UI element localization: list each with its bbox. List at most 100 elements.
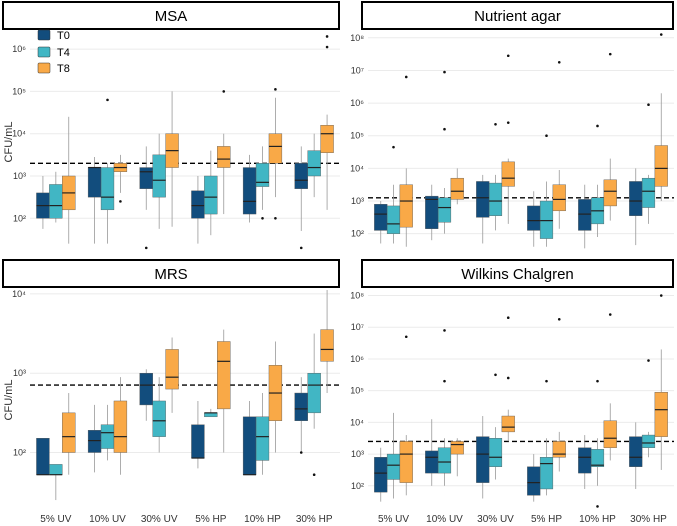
box-t4-2 bbox=[437, 329, 452, 486]
box-t8-3 bbox=[501, 316, 515, 442]
box-body bbox=[450, 441, 464, 455]
box-body bbox=[191, 190, 205, 219]
box-t8-3 bbox=[165, 337, 179, 413]
box-t0-3 bbox=[139, 369, 153, 421]
box-t4-3 bbox=[152, 377, 166, 453]
box-body bbox=[654, 145, 668, 187]
box-t4-1 bbox=[49, 464, 63, 501]
box-body bbox=[255, 416, 270, 461]
y-tick-label: 10⁵ bbox=[12, 86, 26, 96]
outlier-point bbox=[647, 103, 650, 107]
box-t4-6 bbox=[641, 359, 656, 458]
box-t0-1 bbox=[36, 176, 50, 229]
box-body bbox=[603, 179, 617, 207]
box-t0-1 bbox=[36, 438, 50, 476]
box-t8-5 bbox=[268, 341, 283, 453]
x-tick-label: 10% HP bbox=[244, 514, 281, 525]
y-tick-label: 10³ bbox=[351, 449, 364, 459]
box-body bbox=[217, 341, 231, 410]
box-body bbox=[87, 430, 102, 453]
outlier-point bbox=[545, 379, 548, 383]
y-tick-label: 10³ bbox=[13, 171, 26, 181]
box-t8-2 bbox=[113, 377, 128, 475]
y-tick-label: 10⁶ bbox=[12, 44, 26, 54]
box-t0-4 bbox=[527, 454, 541, 502]
box-body bbox=[113, 400, 128, 453]
box-t8-4 bbox=[217, 329, 231, 453]
x-tick-label: 30% HP bbox=[296, 514, 333, 525]
box-body bbox=[36, 438, 50, 475]
box-body bbox=[488, 182, 503, 216]
box-body bbox=[488, 438, 503, 467]
box-t4-2 bbox=[100, 98, 115, 244]
y-axis-label-bottom: CFU/mL bbox=[3, 380, 15, 421]
y-tick-label: 10⁵ bbox=[350, 386, 364, 396]
y-tick-label: 10⁶ bbox=[350, 354, 364, 364]
panel-title-box bbox=[361, 259, 674, 288]
box-t4-4 bbox=[539, 379, 554, 496]
box-t8-1 bbox=[399, 335, 413, 496]
box-t0-5 bbox=[242, 400, 257, 476]
legend-swatch-t4 bbox=[37, 46, 51, 58]
panel-title-box bbox=[2, 1, 340, 30]
box-body bbox=[641, 177, 656, 208]
box-t0-3 bbox=[139, 146, 153, 250]
outlier-point bbox=[506, 316, 510, 320]
box-t8-6 bbox=[320, 35, 334, 210]
outlier-point bbox=[659, 33, 663, 36]
y-tick-label: 10⁴ bbox=[350, 417, 364, 427]
outlier-point bbox=[659, 294, 663, 297]
y-tick-label: 10⁷ bbox=[351, 322, 364, 332]
box-t0-5 bbox=[578, 435, 592, 489]
outlier-point bbox=[119, 200, 122, 203]
legend-label-t4: T4 bbox=[57, 47, 70, 59]
outlier-point bbox=[392, 145, 395, 149]
box-t4-2 bbox=[437, 70, 452, 234]
box-t4-4 bbox=[539, 134, 554, 247]
outlier-point bbox=[545, 134, 548, 138]
box-t0-4 bbox=[191, 176, 205, 244]
box-body bbox=[100, 424, 115, 449]
outlier-point bbox=[596, 379, 599, 383]
box-body bbox=[294, 392, 308, 421]
box-body bbox=[437, 447, 452, 474]
box-body bbox=[539, 457, 554, 490]
box-body bbox=[242, 167, 257, 215]
box-body bbox=[217, 146, 231, 168]
outlier-point bbox=[299, 246, 303, 250]
box-body bbox=[307, 150, 321, 177]
panel-1: 10² 10³ 10⁴ 10⁵ 10⁶ MSA bbox=[2, 1, 340, 250]
box-body bbox=[320, 329, 334, 362]
outlier-point bbox=[608, 313, 612, 316]
box-t4-1 bbox=[386, 145, 401, 244]
panel-title: MRS bbox=[154, 266, 187, 283]
box-body bbox=[49, 184, 63, 219]
box-body bbox=[552, 441, 566, 458]
box-t8-1 bbox=[62, 393, 76, 475]
outlier-point bbox=[404, 335, 408, 339]
box-t4-5 bbox=[255, 393, 270, 475]
outlier-point bbox=[144, 246, 148, 250]
box-t8-4 bbox=[552, 60, 566, 229]
box-body bbox=[501, 161, 515, 187]
box-t0-3 bbox=[476, 174, 490, 244]
outlier-point bbox=[443, 70, 446, 74]
outlier-point bbox=[274, 216, 277, 220]
box-body bbox=[320, 125, 334, 153]
outlier-point bbox=[506, 54, 510, 58]
outlier-point bbox=[506, 376, 510, 380]
legend: T0 T4 T8 bbox=[37, 29, 70, 75]
box-t0-6 bbox=[629, 168, 643, 246]
legend-swatch-t8 bbox=[37, 62, 51, 74]
box-body bbox=[476, 181, 490, 218]
box-t4-5 bbox=[255, 146, 270, 220]
box-body bbox=[374, 204, 388, 231]
box-t8-1 bbox=[62, 116, 76, 244]
y-tick-label: 10⁸ bbox=[350, 33, 364, 43]
outlier-point bbox=[506, 121, 510, 124]
box-t0-2 bbox=[87, 404, 102, 473]
outlier-point bbox=[443, 127, 446, 131]
box-t8-6 bbox=[654, 294, 668, 470]
box-body bbox=[62, 412, 76, 453]
box-body bbox=[552, 184, 566, 212]
